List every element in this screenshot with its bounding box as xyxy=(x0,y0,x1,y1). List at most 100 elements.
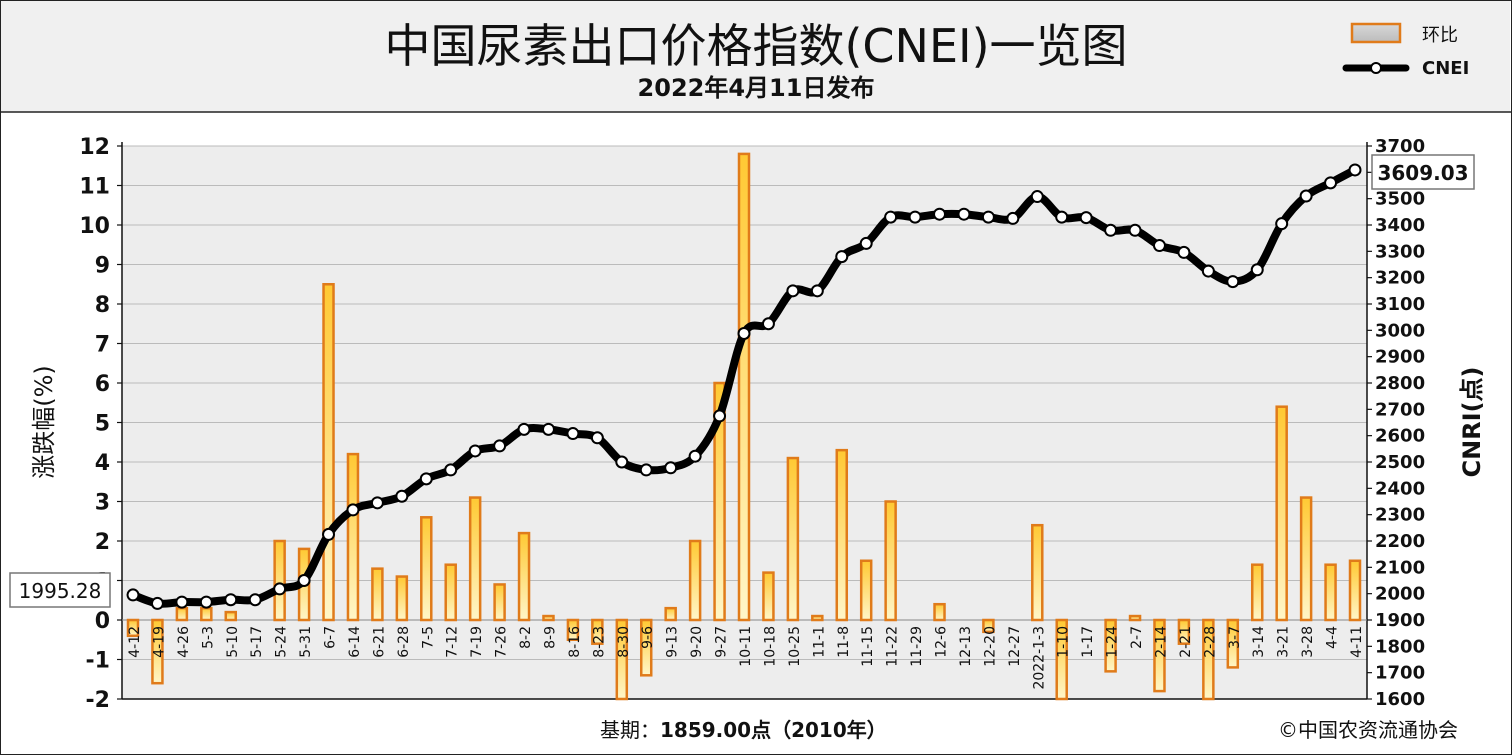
cnei-point xyxy=(957,207,971,221)
cnei-point xyxy=(541,422,555,436)
last-value-callout: 3609.03 xyxy=(1371,154,1475,190)
bar xyxy=(1348,559,1362,622)
cnei-point xyxy=(1128,223,1142,237)
right-tick-label: 2600 xyxy=(1375,426,1425,447)
bar xyxy=(859,559,873,622)
bar xyxy=(835,448,849,622)
category-label: 4-19 xyxy=(151,626,167,658)
cnei-point xyxy=(444,463,458,477)
bar xyxy=(811,614,824,622)
category-label: 6-14 xyxy=(347,626,363,658)
cnei-point xyxy=(761,317,775,331)
right-tick-label: 2300 xyxy=(1375,505,1425,526)
cnei-point xyxy=(590,431,604,445)
cnei-point xyxy=(1348,163,1362,177)
cnei-series xyxy=(126,163,1362,610)
bar xyxy=(444,563,457,622)
category-label: 11-15 xyxy=(860,626,876,667)
category-label: 4-12 xyxy=(127,626,143,658)
left-tick-label: 8 xyxy=(95,293,110,318)
bar xyxy=(200,606,213,622)
last-value-label: 3609.03 xyxy=(1377,161,1468,185)
left-tick-label: 3 xyxy=(95,491,110,516)
bar xyxy=(175,606,189,622)
right-tick-label: 2100 xyxy=(1375,557,1425,578)
category-label: 12-13 xyxy=(958,626,974,667)
left-tick-label: 12 xyxy=(79,135,110,160)
bar xyxy=(542,614,555,622)
category-label: 7-12 xyxy=(445,626,461,658)
bar xyxy=(982,618,995,634)
cnei-point xyxy=(615,455,629,469)
base-period-note: 基期：1859.00点（2010年） xyxy=(600,718,887,742)
category-label: 6-21 xyxy=(371,626,387,658)
cnei-point xyxy=(1030,190,1044,204)
bar xyxy=(1153,618,1166,693)
category-label: 11-22 xyxy=(885,626,901,667)
cnei-point xyxy=(664,461,678,475)
category-label: 7-19 xyxy=(469,626,485,658)
cnei-point xyxy=(1275,217,1289,231)
cnei-point xyxy=(150,596,164,610)
bar xyxy=(224,610,238,622)
right-tick-label: 2700 xyxy=(1375,399,1425,420)
bar xyxy=(664,606,677,622)
category-label: 8-30 xyxy=(616,626,632,658)
bar xyxy=(517,531,531,622)
last-value-box xyxy=(1371,154,1475,190)
left-tick-label: 7 xyxy=(95,333,110,358)
category-label: 8-16 xyxy=(567,626,583,658)
category-label: 7-26 xyxy=(494,626,510,658)
right-tick-label: 2800 xyxy=(1375,373,1425,394)
left-tick-label: -1 xyxy=(86,649,110,674)
legend-bar-swatch xyxy=(1350,22,1402,44)
category-label: 11-29 xyxy=(909,626,925,667)
header-background xyxy=(1,1,1510,112)
cnei-point xyxy=(713,409,727,423)
left-tick-label: 6 xyxy=(95,372,110,397)
category-label: 12-20 xyxy=(982,626,998,667)
first-value-box xyxy=(9,572,111,608)
bar xyxy=(420,516,433,622)
cnei-point xyxy=(126,588,140,602)
category-label: 7-5 xyxy=(420,626,436,649)
bar xyxy=(151,618,164,685)
right-tick-label: 2900 xyxy=(1375,347,1425,368)
right-tick-label: 1700 xyxy=(1375,663,1425,684)
right-tick-label: 3500 xyxy=(1375,189,1425,210)
cnei-point xyxy=(835,250,849,264)
cnei-point xyxy=(199,595,213,609)
left-tick-labels: -2-10123456789101112 xyxy=(79,135,122,713)
base-label: 基期： xyxy=(600,718,660,742)
bar xyxy=(933,602,946,622)
category-label: 9-6 xyxy=(640,626,656,649)
left-tick-label: 5 xyxy=(95,412,110,437)
right-axis-title: CNRI(点) xyxy=(1458,366,1486,477)
category-label: 1-10 xyxy=(1056,626,1072,658)
category-label: 2022-1-3 xyxy=(1031,626,1047,690)
category-label: 8-9 xyxy=(542,626,558,649)
cnei-point xyxy=(566,427,580,441)
bar xyxy=(126,618,140,638)
category-label: 6-7 xyxy=(323,626,339,649)
bar xyxy=(713,381,726,622)
category-label: 11-1 xyxy=(811,626,827,658)
cnei-point xyxy=(884,210,898,224)
cnei-point xyxy=(1055,210,1069,224)
category-label: 6-28 xyxy=(396,626,412,658)
right-tick-label: 2400 xyxy=(1375,478,1425,499)
cnei-point xyxy=(1177,245,1191,259)
cnei-point xyxy=(933,207,947,221)
category-label: 3-21 xyxy=(1276,626,1292,658)
left-tick-label: 4 xyxy=(95,451,110,476)
bar xyxy=(762,571,775,622)
bar-series xyxy=(126,152,1362,701)
bar xyxy=(371,567,384,622)
bar xyxy=(566,618,580,641)
category-label: 5-24 xyxy=(274,626,290,658)
base-year: （2010年） xyxy=(771,718,887,742)
chart-title: 中国尿素出口价格指数(CNEI)一览图 xyxy=(384,19,1127,73)
bar xyxy=(1275,405,1288,622)
category-label: 3-7 xyxy=(1227,626,1243,649)
category-label: 2-7 xyxy=(1129,626,1145,649)
